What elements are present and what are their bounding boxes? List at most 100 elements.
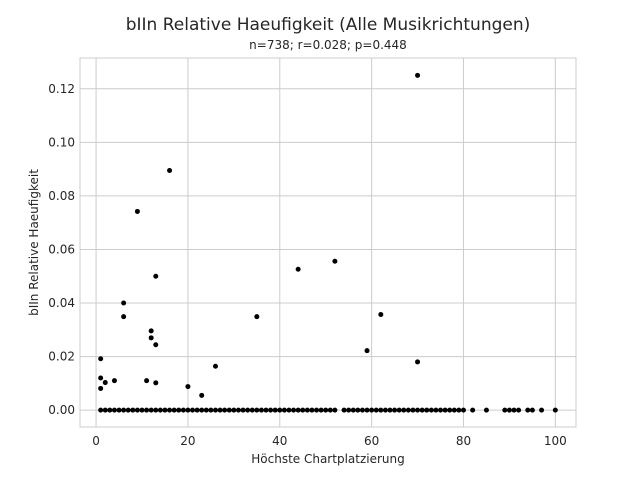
data-point — [134, 208, 140, 214]
data-point — [148, 328, 154, 334]
data-point — [199, 407, 205, 413]
data-point — [323, 407, 329, 413]
data-point — [382, 407, 388, 413]
data-point — [433, 407, 439, 413]
y-tick-label: 0.02 — [48, 350, 75, 364]
data-point — [410, 407, 416, 413]
data-point — [134, 407, 140, 413]
x-tick-label: 0 — [92, 434, 100, 448]
data-point — [144, 407, 150, 413]
data-point — [506, 407, 512, 413]
data-point — [318, 407, 324, 413]
data-point — [148, 335, 154, 341]
data-point — [222, 407, 228, 413]
data-point — [190, 407, 196, 413]
data-point — [355, 407, 361, 413]
data-point — [387, 407, 393, 413]
data-point — [364, 348, 370, 354]
data-point — [460, 407, 466, 413]
data-point — [98, 356, 104, 362]
data-point — [401, 407, 407, 413]
data-point — [194, 407, 200, 413]
data-point — [102, 380, 108, 386]
data-point — [483, 407, 489, 413]
data-point — [272, 407, 278, 413]
data-point — [167, 407, 173, 413]
data-point — [111, 407, 117, 413]
data-point — [415, 359, 421, 365]
x-tick-label: 60 — [364, 434, 379, 448]
data-point — [295, 407, 301, 413]
data-point — [144, 378, 150, 384]
y-tick-label: 0.10 — [48, 135, 75, 149]
data-point — [102, 407, 108, 413]
data-point — [254, 407, 260, 413]
data-point — [341, 407, 347, 413]
y-tick-label: 0.12 — [48, 82, 75, 96]
data-point — [121, 300, 127, 306]
data-point — [240, 407, 246, 413]
x-tick-label: 100 — [544, 434, 567, 448]
data-point — [226, 407, 232, 413]
data-point — [235, 407, 241, 413]
data-point — [346, 407, 352, 413]
data-point — [153, 407, 159, 413]
data-point — [121, 407, 127, 413]
tick-labels: 0 20 40 60 80 100 0.00 0.02 0.04 0.06 0.08 0.10 0.12 — [48, 82, 567, 448]
data-point — [447, 407, 453, 413]
data-point — [98, 385, 104, 391]
data-point — [373, 407, 379, 413]
data-point — [167, 167, 173, 173]
data-point — [502, 407, 508, 413]
data-point — [304, 407, 310, 413]
y-tick-label: 0.08 — [48, 189, 75, 203]
data-point — [153, 273, 159, 279]
plot-frame — [79, 57, 577, 428]
data-point — [359, 407, 365, 413]
y-tick-label: 0.00 — [48, 403, 75, 417]
grid — [80, 58, 576, 427]
data-point — [277, 407, 283, 413]
data-point — [217, 407, 223, 413]
data-point — [98, 407, 104, 413]
data-point — [212, 363, 218, 369]
data-point — [511, 407, 517, 413]
data-point — [405, 407, 411, 413]
data-point — [369, 407, 375, 413]
data-point — [130, 407, 136, 413]
data-point — [231, 407, 237, 413]
data-point — [121, 314, 127, 320]
data-point — [180, 407, 186, 413]
data-point — [295, 266, 301, 272]
data-point — [203, 407, 209, 413]
x-tick-label: 20 — [180, 434, 195, 448]
data-point — [116, 407, 122, 413]
data-point — [396, 407, 402, 413]
data-point — [350, 407, 356, 413]
data-point — [378, 312, 384, 318]
x-tick-label: 40 — [272, 434, 287, 448]
data-point — [125, 407, 131, 413]
data-point — [332, 258, 338, 264]
data-point — [332, 407, 338, 413]
data-point — [212, 407, 218, 413]
data-point — [176, 407, 182, 413]
data-point — [309, 407, 315, 413]
data-point — [364, 407, 370, 413]
data-point — [415, 72, 421, 78]
data-point — [286, 407, 292, 413]
data-point — [451, 407, 457, 413]
data-point — [539, 407, 545, 413]
data-point — [529, 407, 535, 413]
y-axis-label: bIIn Relative Haeufigkeit — [27, 169, 41, 316]
data-point — [153, 342, 159, 348]
data-point — [249, 407, 255, 413]
data-point — [258, 407, 264, 413]
data-point — [153, 380, 159, 386]
data-point — [552, 407, 558, 413]
data-point — [185, 407, 191, 413]
data-point — [111, 378, 117, 384]
data-point — [424, 407, 430, 413]
chart-title: bIIn Relative Haeufigkeit (Alle Musikric… — [126, 15, 531, 35]
